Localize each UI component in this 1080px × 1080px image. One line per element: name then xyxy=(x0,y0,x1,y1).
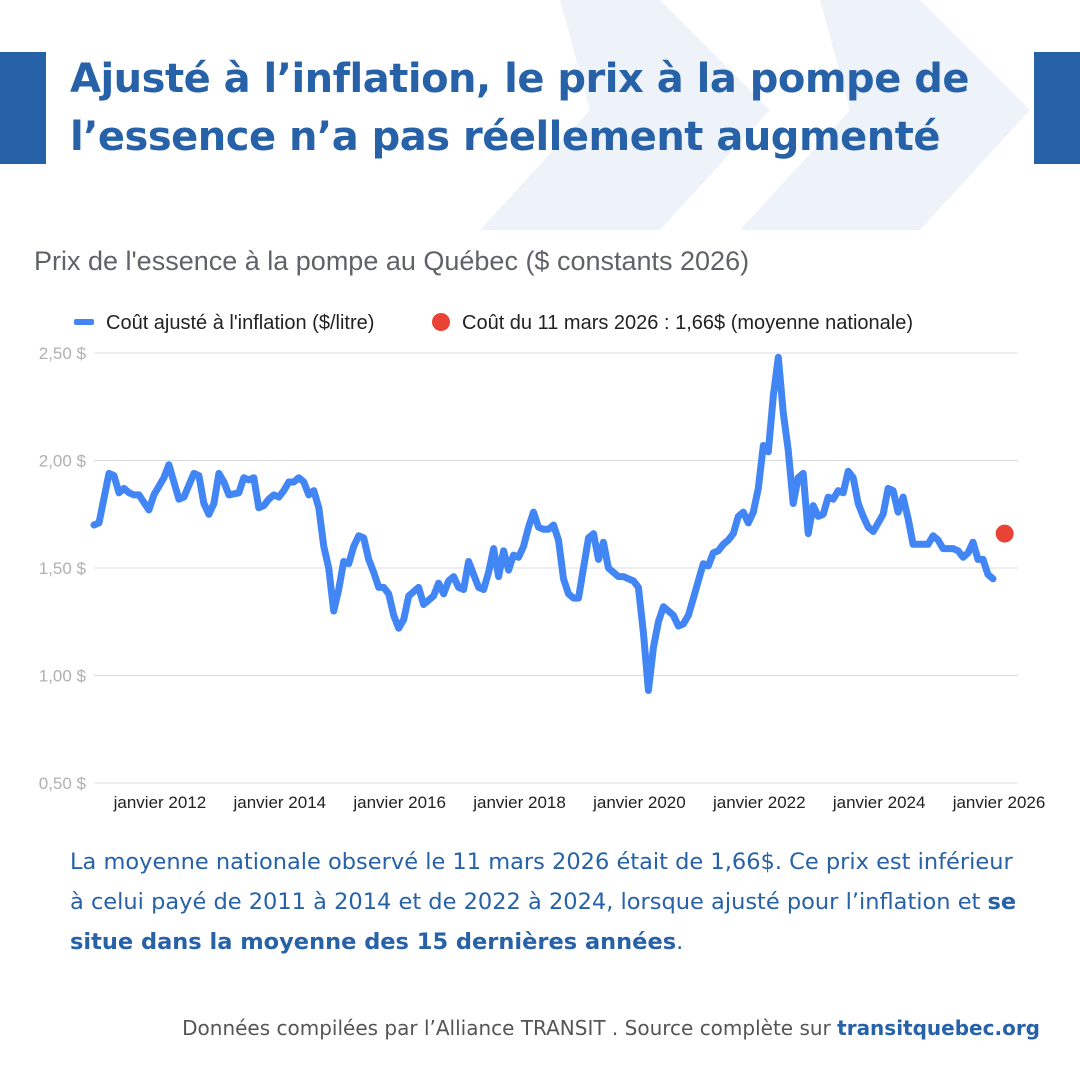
chevron-shape-left xyxy=(480,0,770,230)
x-tick-label: janvier 2016 xyxy=(352,793,446,812)
headline-line-1: Ajusté à l’inflation, le prix à la pompe… xyxy=(70,56,970,102)
background-chevrons xyxy=(480,0,1030,230)
y-tick-label: 1,50 $ xyxy=(39,559,87,578)
summary-emphasis: se situe dans la moyenne des 15 dernière… xyxy=(70,889,1017,955)
highlight-point xyxy=(995,524,1014,543)
chart-title: Prix de l'essence à la pompe au Québec (… xyxy=(34,246,750,276)
footer-text: Données compilées par l’Alliance TRANSIT… xyxy=(182,1016,838,1040)
chevron-shape-right xyxy=(740,0,1030,230)
accent-bar-left xyxy=(0,52,46,164)
headline-line-2: l’essence n’a pas réellement augmenté xyxy=(70,114,940,160)
source-footer: Données compilées par l’Alliance TRANSIT… xyxy=(182,1016,1040,1040)
x-tick-label: janvier 2014 xyxy=(232,793,326,812)
footer-site-link[interactable]: transitquebec.org xyxy=(837,1016,1040,1040)
legend-label-point: Coût du 11 mars 2026 : 1,66$ (moyenne na… xyxy=(462,312,913,334)
summary-part-1: La moyenne nationale observé le 11 mars … xyxy=(70,849,1013,915)
summary-text: La moyenne nationale observé le 11 mars … xyxy=(70,842,1030,962)
y-tick-label: 1,00 $ xyxy=(39,667,87,686)
y-tick-label: 0,50 $ xyxy=(39,774,87,793)
x-tick-label: janvier 2022 xyxy=(712,793,806,812)
gridlines xyxy=(94,352,1018,784)
y-tick-label: 2,00 $ xyxy=(39,452,87,471)
series-layer xyxy=(90,353,1014,694)
legend-label-series: Coût ajusté à l'inflation ($/litre) xyxy=(106,312,374,334)
line-chart: 0,50 $ 1,00 $ 1,50 $ 2,00 $ 2,50 $ janvier 2… xyxy=(39,312,1046,812)
y-tick-label: 2,50 $ xyxy=(39,344,87,363)
series-line-0 xyxy=(90,353,997,694)
x-tick-label: janvier 2024 xyxy=(832,793,926,812)
x-tick-label: janvier 2012 xyxy=(113,793,207,812)
legend-swatch-series xyxy=(74,319,94,325)
summary-end: . xyxy=(676,929,684,955)
x-tick-label: janvier 2026 xyxy=(952,793,1046,812)
accent-bar-right xyxy=(1034,52,1080,164)
x-tick-label: janvier 2020 xyxy=(592,793,686,812)
legend-swatch-point xyxy=(432,313,450,331)
x-axis-ticks: janvier 2012 janvier 2014 janvier 2016 janv… xyxy=(113,793,1046,812)
y-axis-ticks: 0,50 $ 1,00 $ 1,50 $ 2,00 $ 2,50 $ xyxy=(39,344,87,793)
legend: Coût ajusté à l'inflation ($/litre) Coût… xyxy=(74,312,913,334)
x-tick-label: janvier 2018 xyxy=(472,793,566,812)
headline: Ajusté à l’inflation, le prix à la pompe… xyxy=(70,50,1010,166)
